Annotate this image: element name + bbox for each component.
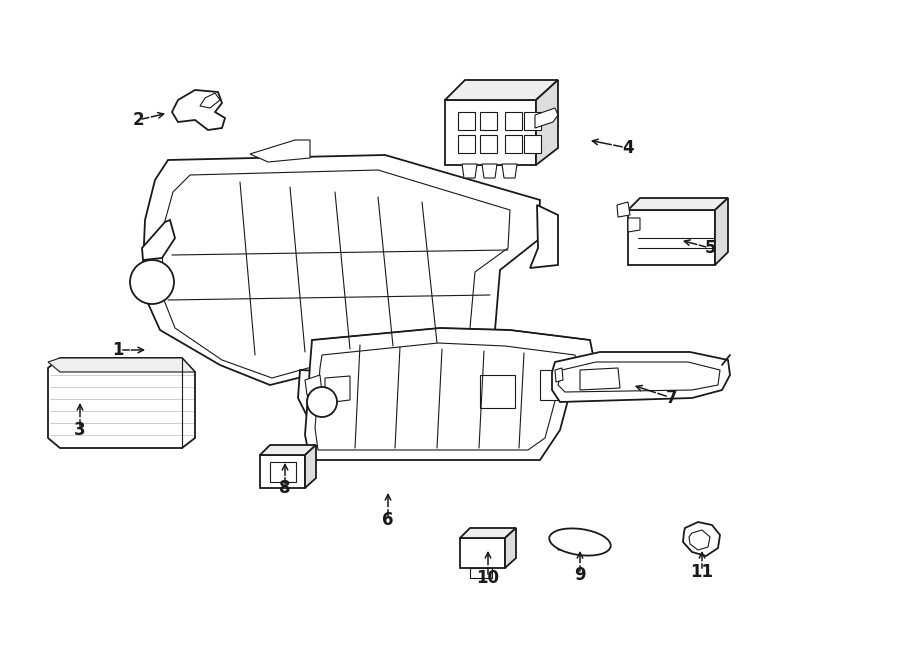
Polygon shape (460, 538, 505, 568)
Polygon shape (524, 112, 541, 130)
Polygon shape (505, 112, 522, 130)
Text: 6: 6 (382, 511, 394, 529)
Polygon shape (270, 462, 296, 482)
Text: 3: 3 (74, 421, 86, 439)
Polygon shape (142, 220, 175, 260)
Polygon shape (305, 328, 595, 460)
Polygon shape (305, 375, 322, 395)
Polygon shape (260, 455, 305, 488)
Ellipse shape (549, 528, 611, 556)
Polygon shape (482, 164, 497, 178)
Polygon shape (200, 93, 220, 108)
Polygon shape (325, 376, 350, 403)
Text: 9: 9 (574, 566, 586, 584)
Polygon shape (683, 522, 720, 556)
Polygon shape (556, 535, 602, 550)
Polygon shape (530, 205, 558, 268)
Polygon shape (305, 445, 316, 488)
Polygon shape (628, 218, 640, 232)
Polygon shape (48, 358, 195, 372)
Polygon shape (480, 375, 515, 408)
Text: 1: 1 (112, 341, 124, 359)
Polygon shape (524, 135, 541, 153)
Polygon shape (502, 164, 517, 178)
Polygon shape (505, 135, 522, 153)
Polygon shape (470, 568, 492, 578)
Polygon shape (480, 112, 497, 130)
Polygon shape (458, 135, 475, 153)
Text: 8: 8 (279, 479, 291, 497)
Polygon shape (298, 370, 342, 418)
Polygon shape (260, 445, 316, 455)
Polygon shape (505, 528, 516, 568)
Polygon shape (558, 362, 720, 392)
Polygon shape (535, 108, 558, 128)
Text: 11: 11 (690, 563, 714, 581)
Text: 2: 2 (132, 111, 144, 129)
Polygon shape (628, 198, 728, 210)
Text: 7: 7 (666, 389, 678, 407)
Text: 4: 4 (622, 139, 634, 157)
Polygon shape (172, 90, 225, 130)
Polygon shape (315, 343, 578, 450)
Polygon shape (250, 140, 310, 162)
Polygon shape (689, 530, 710, 550)
Text: 10: 10 (476, 569, 500, 587)
Polygon shape (460, 528, 516, 538)
Circle shape (130, 260, 174, 304)
Polygon shape (628, 210, 715, 265)
Polygon shape (142, 155, 540, 385)
Polygon shape (540, 370, 572, 400)
Polygon shape (458, 112, 475, 130)
Polygon shape (715, 198, 728, 265)
Polygon shape (445, 80, 558, 100)
Polygon shape (617, 202, 630, 217)
Polygon shape (580, 368, 620, 390)
Polygon shape (555, 368, 563, 382)
Text: 5: 5 (704, 239, 716, 257)
Polygon shape (445, 100, 536, 165)
Circle shape (307, 387, 337, 417)
Polygon shape (552, 352, 730, 402)
Polygon shape (462, 164, 477, 178)
Polygon shape (480, 135, 497, 153)
Polygon shape (162, 170, 510, 378)
Polygon shape (48, 358, 195, 448)
Polygon shape (536, 80, 558, 165)
